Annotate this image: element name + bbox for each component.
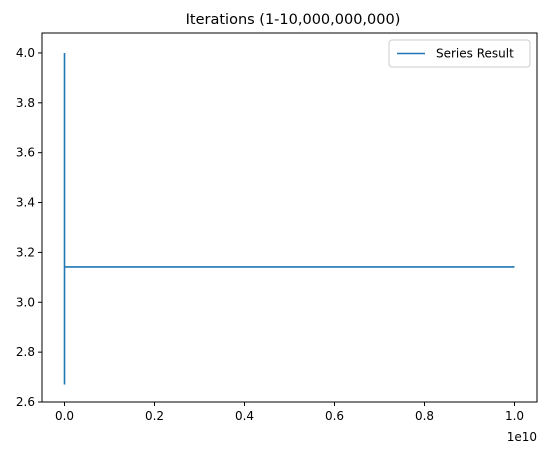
legend-label: Series Result [436,47,514,61]
series-line-0 [63,52,515,385]
y-tick-label: 2.8 [16,345,35,359]
y-tick-label: 3.2 [16,245,35,259]
legend-box [388,39,531,68]
axis-ticks: 0.0 0.2 0.4 0.6 0.8 1.0 2.6 2.8 3.0 3.2 3.4 3.6 3.8 4… [16,46,524,423]
y-tick-label: 3.0 [16,295,35,309]
x-tick-label: 1.0 [505,409,524,423]
legend: Series Result [388,39,531,68]
x-tick-label: 0.6 [325,409,344,423]
chart-title: Iterations (1-10,000,000,000) [186,12,401,28]
plot-area [63,52,515,385]
y-tick-label: 3.8 [16,96,35,110]
y-tick-label: 2.6 [16,395,35,409]
x-tick-label: 0.8 [415,409,434,423]
axes-frame [41,32,538,403]
x-axis-offset-label: 1e10 [507,430,537,444]
x-tick-label: 0.2 [145,409,164,423]
y-tick-label: 4.0 [16,46,35,60]
y-tick-label: 3.4 [16,196,35,210]
y-tick-label: 3.6 [16,146,35,160]
x-tick-label: 0.4 [235,409,254,423]
x-tick-label: 0.0 [55,409,74,423]
